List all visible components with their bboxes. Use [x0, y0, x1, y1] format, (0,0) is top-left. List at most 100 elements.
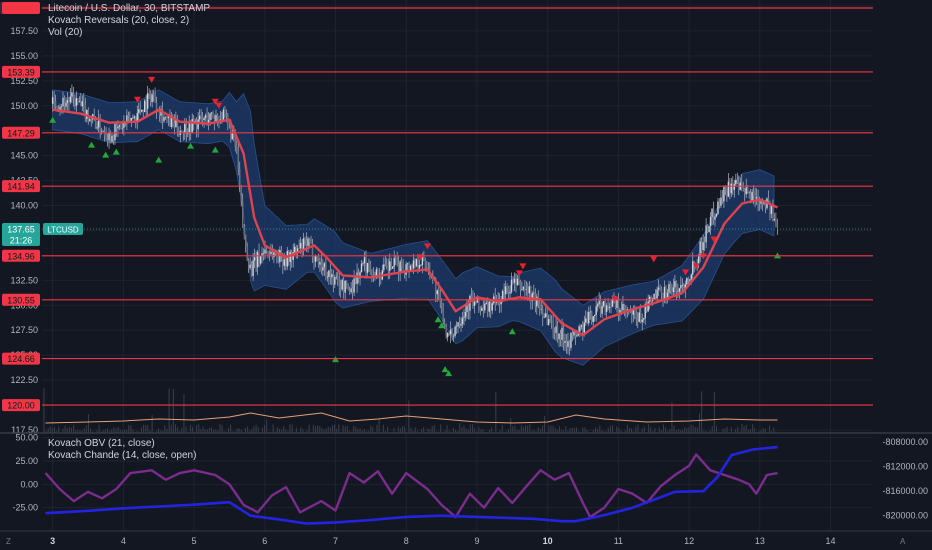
candle [256, 250, 259, 275]
ticker-label: LTCUSD [47, 225, 79, 234]
candle-body [158, 110, 161, 116]
candle [555, 317, 557, 341]
volume-bar [264, 424, 266, 433]
candle [68, 96, 70, 111]
candle-body [83, 101, 85, 105]
indicator-kovach-obv[interactable]: Kovach OBV (21, close) [48, 438, 155, 449]
candle [271, 244, 274, 260]
volume-bar [291, 424, 293, 433]
candle [102, 129, 104, 133]
indicator-volume[interactable]: Vol (20) [48, 27, 83, 38]
candle [448, 331, 450, 336]
candle [362, 261, 364, 266]
candle [311, 238, 314, 263]
indicator-kovach-chande[interactable]: Kovach Chande (14, close, open) [48, 450, 197, 461]
volume-bar [694, 427, 696, 433]
volume-bar [372, 426, 374, 433]
volume-bar [563, 430, 565, 433]
volume-bar [520, 425, 522, 433]
candle-body [617, 300, 620, 314]
candle-body [708, 226, 710, 232]
candle-body [341, 279, 343, 290]
volume-bar [531, 430, 533, 433]
volume-bar [654, 427, 656, 433]
volume-bar [465, 428, 467, 433]
zoom-reset-icon[interactable]: Z [6, 537, 11, 546]
candle-body [504, 286, 507, 295]
indicator-kovach-reversals[interactable]: Kovach Reversals (20, close, 2) [48, 15, 190, 26]
candle-body [252, 260, 254, 277]
volume-bar [147, 424, 149, 433]
candle-body [62, 97, 64, 107]
volume-bar [287, 430, 289, 433]
volume-bar [198, 424, 200, 433]
candle [69, 88, 72, 105]
candle [506, 283, 508, 295]
candle-body [745, 187, 747, 195]
auto-scale-icon[interactable]: A [900, 537, 906, 546]
volume-bar [85, 425, 87, 433]
candle-body [185, 123, 187, 134]
volume-bar [111, 428, 113, 433]
volume-bar [758, 431, 760, 433]
oscillator-right-tick: -816000.00 [882, 486, 928, 496]
candle-body [555, 326, 557, 333]
candle-body [109, 132, 112, 142]
volume-bar [306, 430, 308, 433]
candle [335, 272, 337, 280]
candle-body [638, 312, 640, 322]
candle-body [558, 333, 560, 340]
candle-body [210, 112, 213, 114]
volume-bar [726, 426, 728, 433]
candle-body [565, 341, 568, 347]
candle-body [354, 278, 357, 284]
candle-body [610, 306, 612, 308]
volume-bar [641, 428, 643, 433]
volume-bar [70, 427, 72, 433]
candle [319, 257, 321, 272]
candle-body [645, 304, 648, 312]
candle-body [230, 123, 232, 140]
volume-bar [463, 425, 465, 433]
candle-body [435, 279, 437, 295]
candle-body [80, 101, 82, 107]
candle-body [760, 199, 762, 204]
candle-body [445, 326, 447, 338]
volume-bar [157, 428, 159, 433]
candle-body [595, 306, 597, 315]
candle [393, 250, 395, 275]
current-price-tag [2, 222, 40, 246]
candle-body [531, 293, 534, 301]
candle [623, 303, 626, 317]
candle-body [353, 278, 355, 293]
candle [253, 248, 256, 269]
candle-body [296, 248, 299, 252]
volume-bar [319, 425, 321, 433]
candle [408, 261, 410, 278]
candle-body [129, 116, 131, 123]
volume-bar [516, 430, 518, 433]
candle-body [727, 181, 730, 197]
candle-body [209, 113, 211, 120]
candle-body [536, 296, 538, 307]
volume-bar [433, 424, 435, 433]
volume-bar [552, 425, 554, 433]
candle-body [69, 96, 72, 103]
volume-bar [81, 430, 83, 433]
candle [247, 258, 250, 273]
candle-body [380, 277, 382, 280]
candle-body [442, 305, 444, 323]
candle [536, 293, 538, 315]
candle [745, 178, 747, 198]
candle-body [54, 100, 57, 107]
candle-body [460, 324, 462, 326]
candle-body [660, 288, 663, 294]
candle [341, 278, 343, 292]
candle [314, 254, 317, 268]
candle [71, 84, 73, 103]
volume-bar [607, 427, 609, 433]
candle [631, 310, 633, 324]
volume-bar [208, 427, 210, 433]
volume-bar [452, 427, 454, 433]
